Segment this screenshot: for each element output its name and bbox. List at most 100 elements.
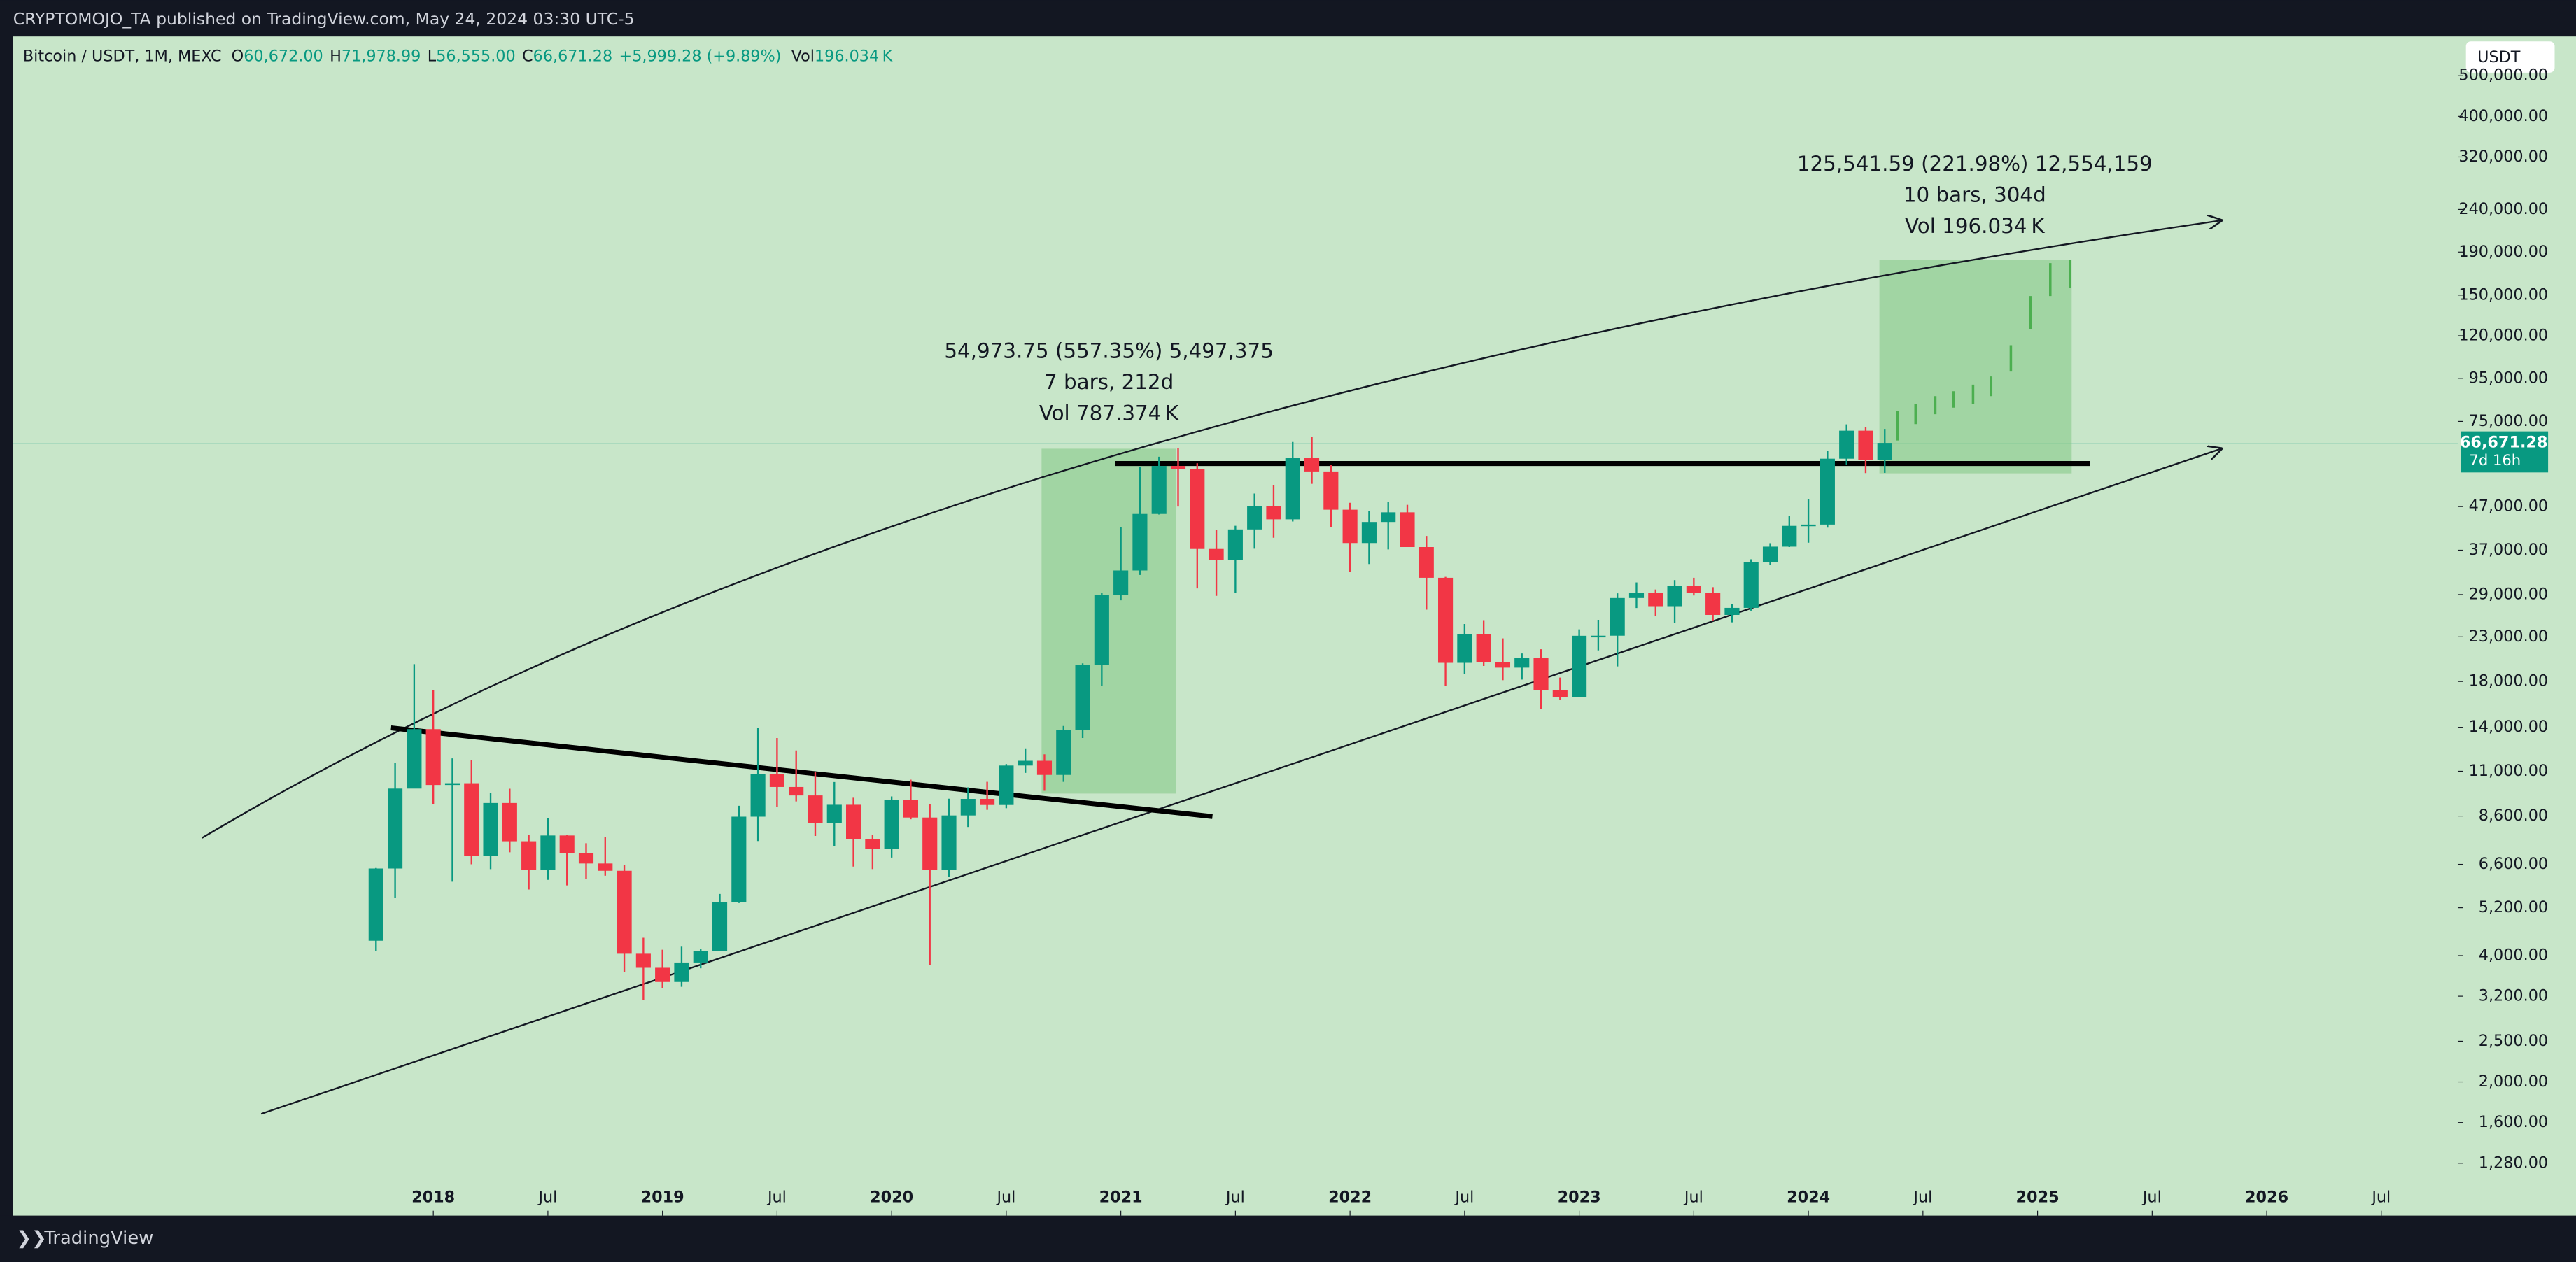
candle-body: [1552, 690, 1568, 697]
y-tick-label: 14,000.00: [2469, 718, 2548, 736]
measure-text: 125,541.59 (221.98%) 12,554,159: [1797, 152, 2153, 176]
candle-body: [1457, 634, 1472, 663]
y-tick-label: 75,000.00: [2469, 412, 2548, 430]
candle-body: [1400, 512, 1415, 548]
candle-body: [1113, 570, 1129, 595]
x-tick-label: 2019: [641, 1188, 684, 1206]
candle-body: [884, 800, 899, 849]
candle-body: [1266, 506, 1281, 520]
candle-body: [578, 853, 594, 864]
y-tick-label: 2,500.00: [2479, 1032, 2548, 1050]
y-tick-label: 240,000.00: [2458, 200, 2548, 218]
candle-body: [1018, 760, 1033, 766]
measure-text: Vol 787.374 K: [1039, 402, 1179, 425]
candle-body: [1476, 634, 1491, 662]
currency-button[interactable]: [2465, 41, 2555, 73]
candle-body: [635, 953, 651, 968]
measure-text: 7 bars, 212d: [1044, 370, 1174, 394]
x-tick-label: Jul: [1912, 1188, 1932, 1206]
y-tick-label: 2,000.00: [2479, 1072, 2548, 1091]
candle-body: [1724, 607, 1740, 615]
candle-body: [731, 816, 747, 902]
candle-body: [1285, 458, 1300, 520]
candle-body: [1075, 665, 1090, 730]
candle-body: [1648, 593, 1663, 607]
candle-body: [388, 788, 403, 869]
projection-bars: [1896, 260, 2071, 441]
candle-body: [693, 951, 708, 963]
x-tick-label: Jul: [537, 1188, 557, 1206]
y-tick-label: 120,000.00: [2458, 326, 2548, 344]
arc-trendline: [202, 220, 2221, 839]
candle-body: [444, 783, 460, 786]
currency-text[interactable]: USDT: [2477, 48, 2521, 66]
price-tag-text: 66,671.28: [2460, 434, 2548, 452]
candle-body: [1686, 586, 1701, 593]
candle-body: [865, 839, 880, 849]
candle-body: [826, 804, 842, 823]
candle-body: [1572, 635, 1587, 697]
candle-body: [1381, 512, 1396, 523]
candle-body: [502, 802, 517, 842]
y-tick-label: 29,000.00: [2469, 585, 2548, 603]
brand: TradingView: [43, 1228, 153, 1249]
candle-body: [846, 804, 861, 839]
y-tick-label: 95,000.00: [2469, 369, 2548, 387]
y-tick-label: 400,000.00: [2458, 107, 2548, 125]
candle-body: [769, 774, 784, 787]
y-tick-label: 6,600.00: [2479, 855, 2548, 873]
brand-logo: ❯❯: [16, 1228, 46, 1249]
candle-body: [1190, 469, 1205, 549]
candle-body: [1419, 547, 1434, 578]
candle-body: [1820, 458, 1835, 525]
y-tick-label: 47,000.00: [2469, 497, 2548, 516]
candle-body: [674, 962, 689, 982]
candle-body: [1705, 593, 1721, 615]
y-tick-label: 4,000.00: [2479, 946, 2548, 964]
candle-body: [368, 868, 383, 941]
candle-body: [1209, 548, 1224, 560]
measure-box: [1879, 260, 2072, 474]
x-tick-label: Jul: [2141, 1188, 2162, 1206]
candle-body: [980, 799, 995, 805]
candle-body: [750, 774, 766, 817]
candle-body: [1056, 730, 1071, 775]
candle-body: [1227, 529, 1243, 560]
publisher: CRYPTOMOJO_TA published on TradingView.c…: [13, 9, 635, 29]
x-tick-label: Jul: [1683, 1188, 1703, 1206]
x-tick-label: 2024: [1787, 1188, 1830, 1206]
candle-body: [999, 765, 1014, 805]
measure-text: Vol 196.034 K: [1905, 214, 2045, 238]
candle-body: [1858, 430, 1873, 460]
x-tick-label: 2026: [2245, 1188, 2288, 1206]
countdown-text: 7d 16h: [2469, 451, 2521, 469]
candle-body: [808, 795, 823, 823]
footer-bar: [0, 1215, 2576, 1262]
x-tick-label: 2018: [411, 1188, 455, 1206]
candle-body: [464, 783, 479, 856]
support-trendline: [260, 448, 2221, 1115]
candle-body: [1438, 577, 1454, 663]
candle-body: [1361, 522, 1377, 544]
x-tick-label: Jul: [2370, 1188, 2391, 1206]
x-tick-label: 2022: [1328, 1188, 1372, 1206]
candle-body: [1170, 466, 1186, 469]
candle-body: [960, 799, 976, 816]
candle-body: [903, 800, 919, 818]
candle-body: [789, 786, 804, 796]
candle-body: [1304, 458, 1320, 472]
candle-body: [1323, 471, 1339, 510]
measure-text: 54,973.75 (557.35%) 5,497,375: [944, 339, 1274, 362]
chart-area: [13, 36, 2576, 1216]
candle-body: [1151, 466, 1167, 514]
y-tick-label: 11,000.00: [2469, 762, 2548, 780]
measure-text: 10 bars, 304d: [1903, 183, 2046, 206]
candle-body: [655, 967, 670, 982]
candle-body: [425, 729, 441, 786]
y-tick-label: 1,280.00: [2479, 1154, 2548, 1172]
candle-body: [1132, 513, 1148, 571]
x-tick-label: Jul: [1454, 1188, 1474, 1206]
y-tick-label: 150,000.00: [2458, 285, 2548, 304]
y-tick-label: 3,200.00: [2479, 987, 2548, 1005]
candle-body: [712, 902, 728, 951]
